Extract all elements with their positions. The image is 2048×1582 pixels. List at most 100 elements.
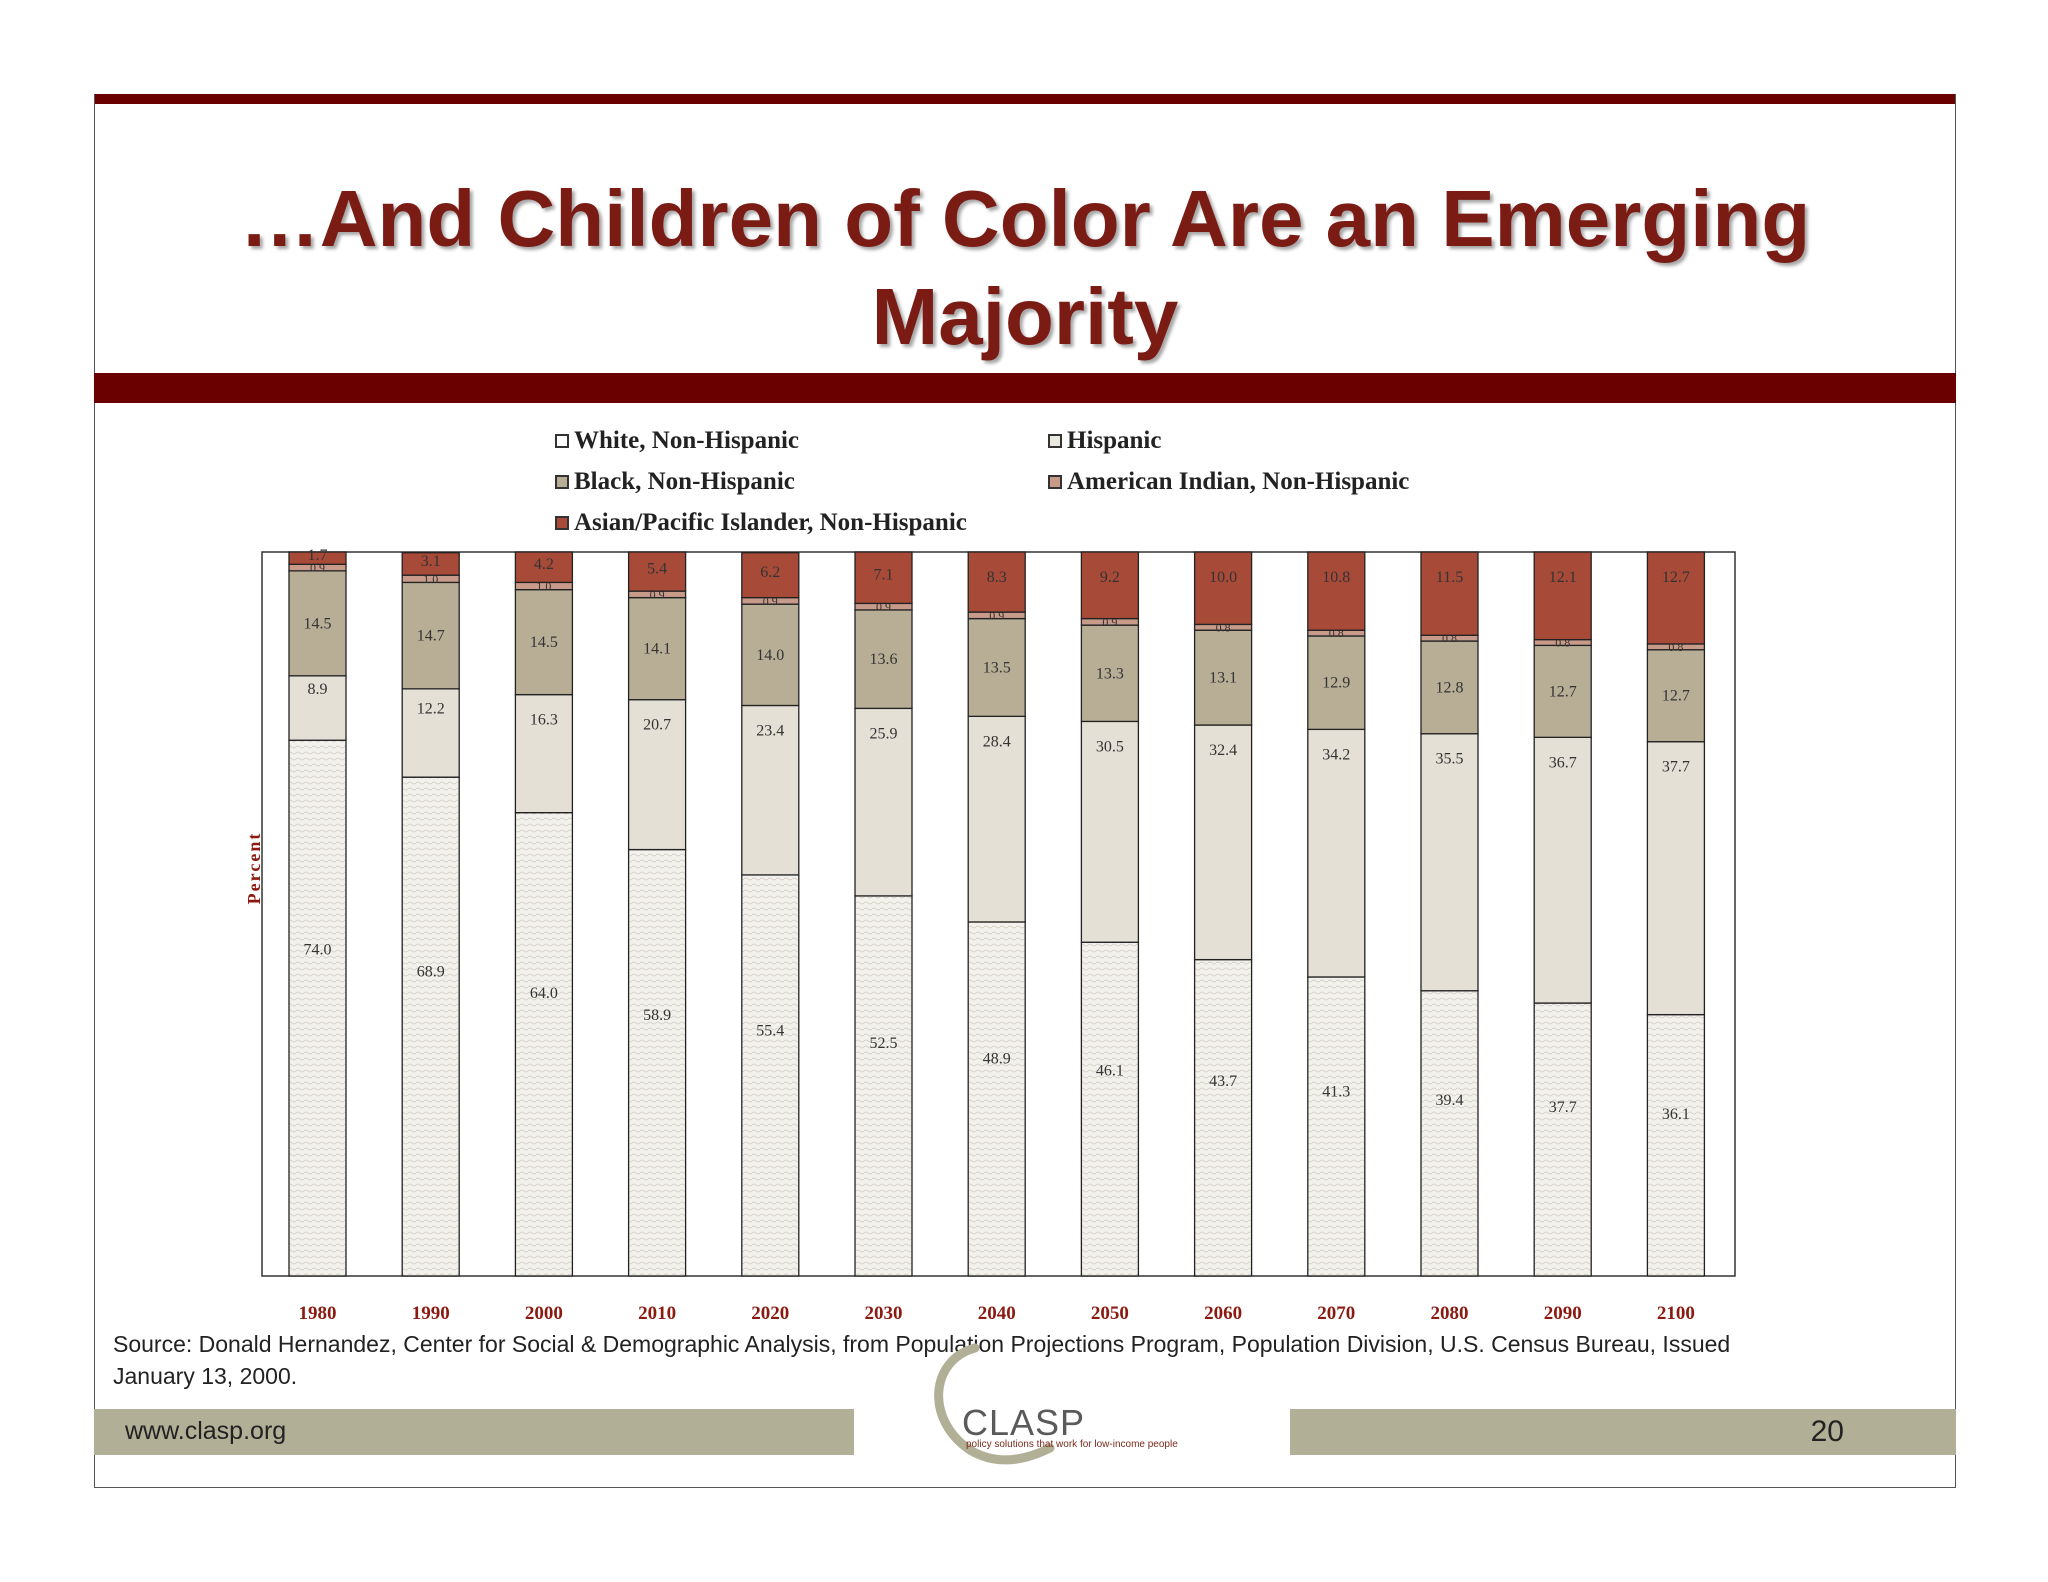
bar-asian-pacific-1990 xyxy=(401,552,460,576)
bar-black-2010 xyxy=(627,596,687,701)
data-label-black-2080: 12.8 xyxy=(1436,679,1464,696)
data-label-white-1990: 68.9 xyxy=(417,964,445,981)
data-label-hispanic-2000: 16.3 xyxy=(530,712,558,729)
x-tick-2030: 2030 xyxy=(865,1303,903,1324)
data-label-hispanic-2070: 34.2 xyxy=(1322,746,1350,763)
bar-hispanic-2040 xyxy=(967,715,1026,923)
data-label-white-2030: 52.5 xyxy=(870,1035,898,1052)
bar-white-2090 xyxy=(1533,1002,1592,1277)
bar-white-1990 xyxy=(401,776,460,1277)
x-tick-1980: 1980 xyxy=(299,1303,337,1324)
data-label-hispanic-2090: 36.7 xyxy=(1549,754,1577,771)
bar-hispanic-2100 xyxy=(1646,741,1706,1016)
data-label-asian-pacific-2010: 5.4 xyxy=(647,561,667,578)
data-label-asian-pacific-1990: 3.1 xyxy=(421,553,441,570)
clasp-logo-swoosh xyxy=(934,1343,1055,1465)
x-tick-2050: 2050 xyxy=(1091,1303,1129,1324)
data-label-hispanic-2060: 32.4 xyxy=(1209,742,1237,759)
data-label-white-2060: 43.7 xyxy=(1209,1073,1237,1090)
bar-black-1990 xyxy=(401,581,460,690)
data-label-hispanic-2020: 23.4 xyxy=(756,722,784,739)
x-tick-2070: 2070 xyxy=(1317,1303,1355,1324)
bar-hispanic-2000 xyxy=(514,693,574,814)
bar-white-1980 xyxy=(288,739,347,1277)
slide-frame xyxy=(94,94,1956,1488)
bar-black-2000 xyxy=(514,588,574,696)
data-label-black-1980: 14.5 xyxy=(304,615,332,632)
data-label-hispanic-1980: 8.9 xyxy=(308,681,328,698)
bar-hispanic-2090 xyxy=(1533,736,1592,1004)
bar-white-2040 xyxy=(967,921,1026,1277)
data-label-hispanic-2040: 28.4 xyxy=(983,733,1011,750)
x-tick-1990: 1990 xyxy=(412,1303,450,1324)
bar-black-2080 xyxy=(1420,640,1479,735)
bar-hispanic-2010 xyxy=(627,699,687,851)
data-label-white-2100: 36.1 xyxy=(1662,1106,1690,1123)
data-label-black-2020: 14.0 xyxy=(756,647,784,664)
data-label-black-2100: 12.7 xyxy=(1662,688,1690,705)
bar-asian-pacific-2050 xyxy=(1080,551,1140,620)
data-label-white-2010: 58.9 xyxy=(643,1007,671,1024)
bar-white-2080 xyxy=(1420,990,1479,1277)
clasp-logo: CLASP xyxy=(962,1402,1086,1443)
bar-hispanic-2080 xyxy=(1420,733,1479,992)
data-label-asian-pacific-2070: 10.8 xyxy=(1322,569,1350,586)
data-label-asian-pacific-2000: 4.2 xyxy=(534,556,554,573)
data-label-asian-pacific-2050: 9.2 xyxy=(1100,569,1120,586)
data-label-asian-pacific-2030: 7.1 xyxy=(874,567,894,584)
page-number: 20 xyxy=(1810,1415,1844,1448)
bar-asian-pacific-2000 xyxy=(514,551,574,584)
x-tick-2080: 2080 xyxy=(1431,1303,1469,1324)
bar-asian-pacific-2040 xyxy=(967,551,1026,613)
bar-asian-pacific-2060 xyxy=(1193,551,1253,626)
slide-title: …And Children of Color Are an Emerging M… xyxy=(239,174,1811,361)
bar-hispanic-1990 xyxy=(401,688,460,778)
bar-asian-pacific-2020 xyxy=(741,552,800,599)
bar-hispanic-2060 xyxy=(1193,724,1253,961)
data-label-white-2000: 64.0 xyxy=(530,985,558,1002)
title-band xyxy=(94,373,1956,403)
data-label-asian-pacific-2060: 10.0 xyxy=(1209,569,1237,586)
x-tick-2010: 2010 xyxy=(638,1303,676,1324)
footer-bar-right xyxy=(1290,1409,1956,1455)
bar-asian-pacific-2080 xyxy=(1420,551,1479,636)
bar-white-2010 xyxy=(627,848,687,1277)
bar-black-1980 xyxy=(288,570,347,677)
bar-black-2100 xyxy=(1646,649,1706,743)
top-rule xyxy=(94,94,1956,104)
bar-black-2060 xyxy=(1193,629,1253,726)
data-label-white-2020: 55.4 xyxy=(756,1022,784,1039)
bar-black-2020 xyxy=(741,603,800,707)
data-label-white-2070: 41.3 xyxy=(1322,1084,1350,1101)
data-label-white-2090: 37.7 xyxy=(1549,1099,1577,1116)
bar-white-2030 xyxy=(854,895,913,1277)
data-label-hispanic-2030: 25.9 xyxy=(870,725,898,742)
data-label-black-2070: 12.9 xyxy=(1322,675,1350,692)
data-label-asian-pacific-2040: 8.3 xyxy=(987,569,1007,586)
data-label-black-1990: 14.7 xyxy=(417,628,445,645)
bar-black-2030 xyxy=(854,609,913,710)
data-label-asian-pacific-2100: 12.7 xyxy=(1662,569,1690,586)
data-label-white-1980: 74.0 xyxy=(304,942,332,959)
bar-white-2070 xyxy=(1307,976,1366,1277)
source-note: Source: Donald Hernandez, Center for Soc… xyxy=(113,1331,1731,1389)
data-label-white-2080: 39.4 xyxy=(1436,1092,1464,1109)
data-label-black-2090: 12.7 xyxy=(1549,683,1577,700)
bar-asian-pacific-2090 xyxy=(1533,551,1592,641)
data-label-hispanic-2010: 20.7 xyxy=(643,717,671,734)
bar-white-2100 xyxy=(1646,1013,1706,1277)
data-label-asian-pacific-2090: 12.1 xyxy=(1549,569,1577,586)
bar-white-2050 xyxy=(1080,941,1140,1277)
data-label-hispanic-2080: 35.5 xyxy=(1436,751,1464,768)
data-label-black-2000: 14.5 xyxy=(530,634,558,651)
x-tick-2100: 2100 xyxy=(1657,1303,1695,1324)
data-label-hispanic-2100: 37.7 xyxy=(1662,759,1690,776)
data-label-black-2050: 13.3 xyxy=(1096,665,1124,682)
footer-url-link[interactable]: www.clasp.org xyxy=(125,1417,287,1445)
bar-hispanic-2070 xyxy=(1307,728,1366,978)
x-tick-2040: 2040 xyxy=(978,1303,1016,1324)
bar-hispanic-2020 xyxy=(741,704,800,876)
footer-bar-left xyxy=(94,1409,854,1455)
data-label-black-2040: 13.5 xyxy=(983,659,1011,676)
